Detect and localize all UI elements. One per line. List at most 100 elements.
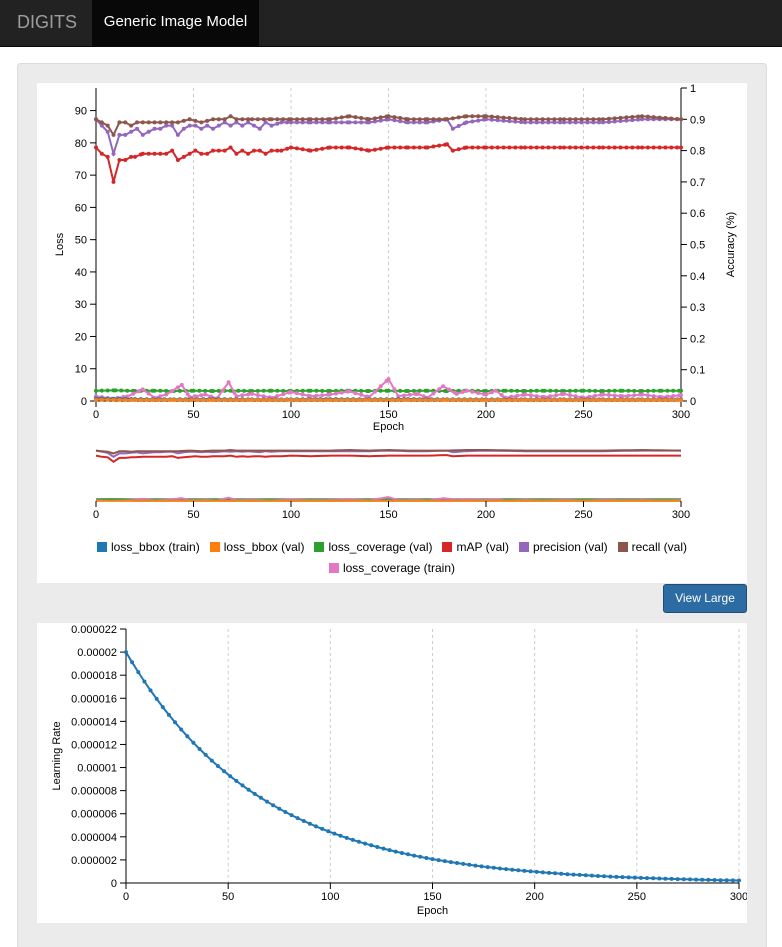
data-point (411, 398, 416, 402)
data-point (105, 154, 110, 159)
view-large-button[interactable]: View Large (663, 584, 747, 613)
data-point (406, 389, 410, 393)
legend-item-map-val[interactable]: mAP (val) (442, 537, 509, 558)
data-point (246, 392, 251, 397)
data-point (240, 123, 245, 128)
data-point (152, 388, 157, 393)
data-point (456, 388, 461, 393)
data-point (94, 397, 98, 402)
data-point (205, 151, 210, 156)
lr-data-point (430, 857, 435, 862)
legend-item-loss-coverage-train[interactable]: loss_coverage (train) (328, 558, 455, 579)
lr-y-tick-label: 0.000022 (71, 624, 117, 636)
legend-swatch (328, 563, 339, 573)
lr-data-point (547, 870, 551, 875)
data-point (140, 132, 145, 137)
data-point (372, 147, 377, 152)
legend-item-recall-val[interactable]: recall (val) (617, 537, 687, 558)
data-point (257, 126, 262, 131)
legend-item-loss-bbox-train[interactable]: loss_bbox (train) (97, 537, 200, 558)
data-point (425, 120, 430, 125)
data-point (294, 398, 299, 402)
lr-data-point (559, 871, 564, 876)
data-point (205, 123, 210, 128)
data-point (333, 398, 338, 402)
data-point (601, 398, 605, 402)
data-point (606, 388, 611, 393)
data-point (133, 154, 137, 159)
lr-data-point (142, 679, 147, 684)
data-point (618, 398, 623, 402)
training-chart: 010203040506070809000.10.20.30.40.50.60.… (54, 83, 737, 521)
navbar: DIGITS Generic Image Model (0, 0, 782, 47)
data-point (509, 388, 514, 393)
data-point (216, 148, 221, 153)
data-point (99, 388, 104, 393)
legend-item-loss-coverage-val[interactable]: loss_coverage (val) (314, 537, 432, 558)
y2-tick-label: 0.6 (690, 208, 705, 220)
data-point (579, 117, 584, 122)
data-point (201, 398, 206, 402)
lr-data-point (399, 851, 404, 855)
data-point (372, 116, 377, 121)
data-point (386, 388, 391, 393)
data-point (257, 148, 262, 153)
data-point (645, 114, 650, 119)
data-point (528, 388, 533, 393)
data-point (164, 151, 169, 156)
data-point (351, 398, 356, 402)
data-point (431, 144, 436, 149)
data-point (269, 117, 274, 122)
data-point (170, 120, 175, 125)
data-point (612, 393, 617, 398)
lr-data-point (191, 740, 196, 745)
legend-item-precision-val[interactable]: precision (val) (518, 537, 608, 558)
data-point (624, 115, 629, 120)
series-recall-val (94, 114, 683, 137)
y-tick-label: 20 (75, 331, 87, 343)
data-point (630, 118, 635, 123)
legend-swatch (97, 542, 108, 552)
data-point (657, 398, 662, 402)
lr-data-point (638, 875, 643, 880)
y2-tick-label: 0 (690, 396, 696, 408)
lr-data-point (277, 806, 282, 811)
data-point (359, 120, 364, 125)
data-point (234, 394, 239, 399)
data-point (585, 145, 590, 150)
data-point (651, 115, 656, 120)
x-tick-label: 150 (379, 409, 397, 421)
data-point (411, 120, 416, 125)
y2-tick-label: 0.4 (690, 271, 705, 283)
data-point (234, 117, 239, 122)
data-point (105, 129, 110, 134)
data-point (228, 114, 233, 119)
data-point (398, 388, 403, 393)
lr-y-tick-label: 0.000002 (71, 855, 117, 867)
data-point (392, 115, 397, 120)
data-point (671, 388, 676, 393)
data-point (606, 116, 611, 121)
data-point (679, 393, 683, 398)
data-point (534, 117, 539, 122)
data-point (585, 120, 590, 125)
x-tick-label: 0 (93, 409, 99, 421)
data-point (183, 398, 188, 402)
data-point (359, 116, 364, 120)
data-point (484, 389, 488, 393)
data-point (484, 398, 488, 402)
data-point (554, 393, 559, 398)
data-point (158, 151, 163, 156)
legend-label: recall (val) (631, 540, 687, 554)
data-point (123, 398, 128, 402)
nav-tab-generic-image-model[interactable]: Generic Image Model (92, 0, 259, 46)
data-point (347, 114, 352, 119)
data-point (651, 394, 656, 399)
lr-data-point (381, 846, 386, 851)
data-point (567, 393, 572, 398)
data-point (146, 129, 151, 134)
y-tick-label: 10 (75, 364, 87, 376)
brand-logo[interactable]: DIGITS (17, 12, 78, 32)
legend-item-loss-bbox-val[interactable]: loss_bbox (val) (209, 537, 304, 558)
data-point (240, 393, 245, 398)
